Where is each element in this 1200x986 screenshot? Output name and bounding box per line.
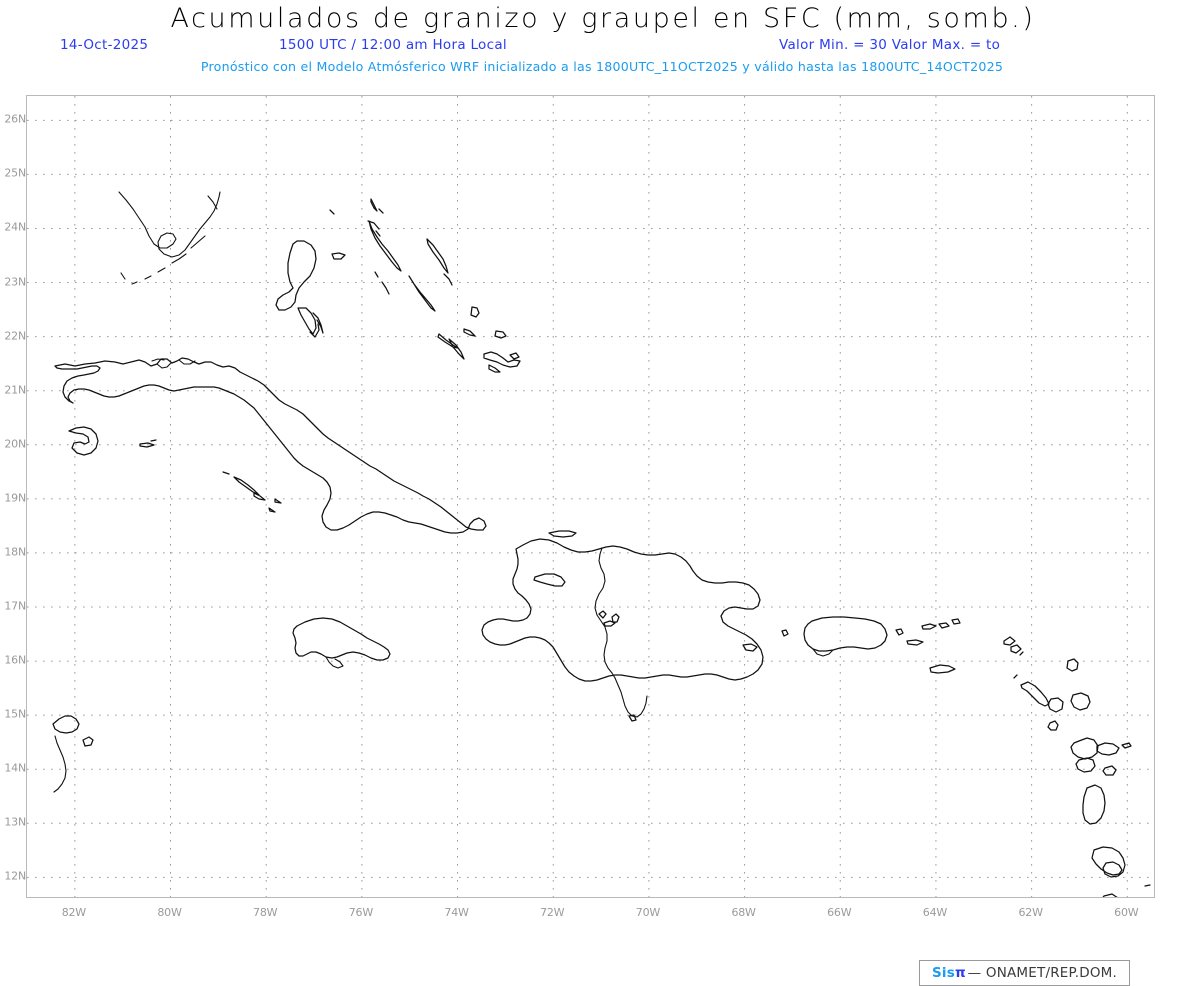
- x-tick-78W: 78W: [253, 906, 278, 919]
- x-tick-76W: 76W: [348, 906, 373, 919]
- value-range-label: Valor Min. = 30 Valor Max. = to: [779, 37, 1001, 53]
- model-description-label: Pronóstico con el Modelo Atmósferico WRF…: [200, 59, 1004, 74]
- coastline-layer: [52, 191, 1151, 897]
- y-tick-26N: 26N: [4, 112, 26, 126]
- forecast-date-label: 14-Oct-2025: [60, 37, 149, 53]
- x-tick-60W: 60W: [1114, 906, 1139, 919]
- y-tick-18N: 18N: [4, 545, 26, 559]
- caribbean-map: [27, 96, 1154, 897]
- x-tick-64W: 64W: [922, 906, 948, 919]
- subheader-row: 14-Oct-2025 1500 UTC / 12:00 am Hora Loc…: [0, 37, 1200, 57]
- y-tick-19N: 19N: [4, 491, 26, 505]
- y-tick-23N: 23N: [4, 275, 26, 289]
- y-tick-13N: 13N: [4, 815, 26, 829]
- y-tick-20N: 20N: [4, 437, 26, 451]
- map-plot-area: 26N 25N 24N 23N 22N 21N 20N 19N 18N 17N 16N 15N 14N 1…: [0, 88, 1200, 986]
- y-tick-15N: 15N: [4, 707, 26, 721]
- x-tick-80W: 80W: [157, 906, 182, 919]
- y-tick-22N: 22N: [4, 329, 26, 343]
- x-tick-62W: 62W: [1018, 906, 1043, 919]
- y-tick-14N: 14N: [4, 761, 26, 775]
- map-gridlines: [27, 96, 1154, 897]
- x-tick-68W: 68W: [731, 906, 756, 919]
- organization-label: — ONAMET/REP.DOM.: [967, 965, 1117, 981]
- map-frame: [26, 95, 1155, 898]
- y-tick-24N: 24N: [4, 220, 26, 234]
- y-tick-16N: 16N: [4, 653, 26, 667]
- attribution-badge[interactable]: Sis π — ONAMET/REP.DOM.: [919, 960, 1130, 986]
- x-tick-66W: 66W: [827, 906, 852, 919]
- forecast-time-label: 1500 UTC / 12:00 am Hora Local: [279, 37, 507, 53]
- brand-prefix-label: Sis: [931, 965, 955, 981]
- y-tick-21N: 21N: [4, 383, 26, 397]
- y-tick-17N: 17N: [4, 599, 26, 613]
- brand-pi-icon: π: [954, 965, 966, 981]
- page-title: Acumulados de granizo y graupel en SFC (…: [170, 3, 1036, 34]
- y-tick-12N: 12N: [4, 869, 26, 883]
- x-tick-70W: 70W: [635, 906, 661, 919]
- x-tick-72W: 72W: [540, 906, 565, 919]
- chart-header: Acumulados de granizo y graupel en SFC (…: [0, 0, 1200, 75]
- x-tick-82W: 82W: [61, 906, 86, 919]
- x-tick-74W: 74W: [444, 906, 469, 919]
- y-tick-25N: 25N: [4, 166, 26, 180]
